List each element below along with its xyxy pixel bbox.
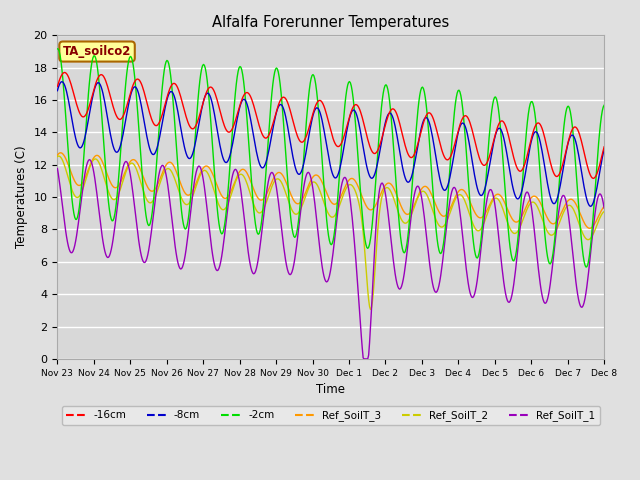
Y-axis label: Temperatures (C): Temperatures (C) [15,146,28,249]
Text: TA_soilco2: TA_soilco2 [63,45,131,58]
X-axis label: Time: Time [316,383,345,396]
Legend: -16cm, -8cm, -2cm, Ref_SoilT_3, Ref_SoilT_2, Ref_SoilT_1: -16cm, -8cm, -2cm, Ref_SoilT_3, Ref_Soil… [62,406,600,425]
Title: Alfalfa Forerunner Temperatures: Alfalfa Forerunner Temperatures [212,15,449,30]
